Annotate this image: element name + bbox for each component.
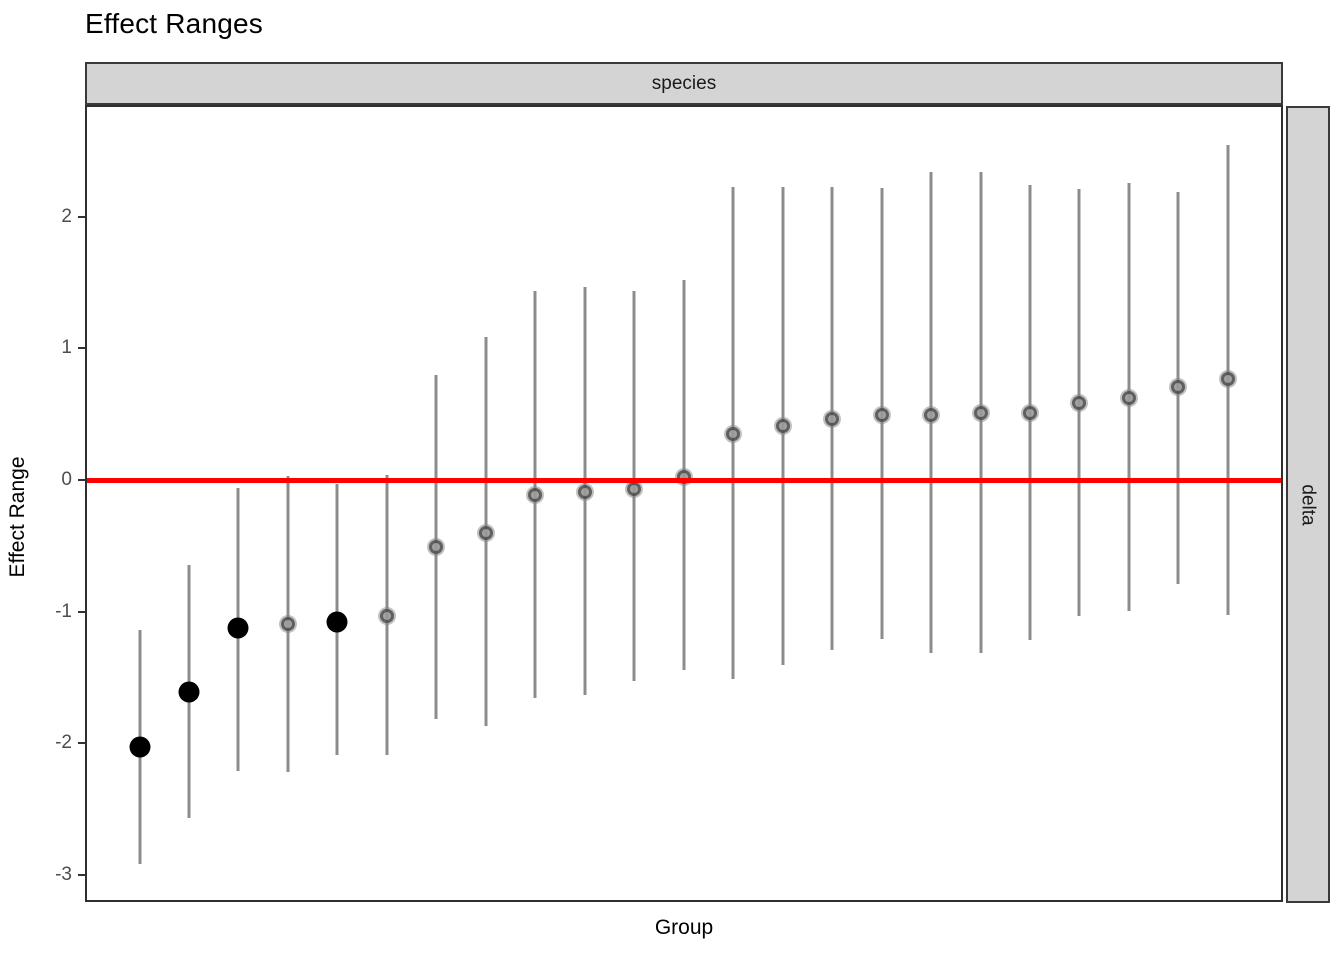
- y-axis-tick-mark: [78, 215, 85, 218]
- y-axis-tick-label: -2: [55, 732, 72, 754]
- y-axis-tick-label: -1: [55, 600, 72, 622]
- effect-point: [1171, 380, 1186, 395]
- y-axis-tick-mark: [78, 347, 85, 350]
- effect-point: [280, 617, 295, 632]
- effect-point: [627, 482, 642, 497]
- effect-point: [379, 609, 394, 624]
- facet-strip-top-label: species: [651, 72, 717, 94]
- plot-title: Effect Ranges: [85, 8, 263, 39]
- facet-strip-right-label: delta: [1298, 483, 1320, 526]
- effect-point-significant: [178, 681, 200, 703]
- effect-point: [478, 525, 493, 540]
- facet-strip-top: species: [85, 62, 1283, 105]
- effect-point: [775, 419, 790, 434]
- effect-point: [1022, 406, 1037, 421]
- effect-point-significant: [227, 617, 249, 639]
- y-axis-tick-mark: [78, 874, 85, 877]
- effect-point-significant: [326, 611, 348, 633]
- plot-panel: [85, 105, 1283, 902]
- x-axis-title: Group: [654, 916, 714, 939]
- effect-point: [726, 427, 741, 442]
- y-axis-tick-label: 2: [61, 205, 72, 227]
- effect-point: [528, 487, 543, 502]
- y-axis-tick-mark: [78, 742, 85, 745]
- effect-point-significant: [129, 736, 151, 758]
- facet-strip-right: delta: [1286, 106, 1330, 903]
- y-axis-tick-mark: [78, 610, 85, 613]
- effect-point: [874, 407, 889, 422]
- effect-point: [1121, 390, 1136, 405]
- effect-point: [825, 411, 840, 426]
- y-axis-tick-mark: [78, 478, 85, 481]
- y-axis-tick-label: 1: [61, 337, 72, 359]
- zero-reference-line: [87, 477, 1281, 483]
- y-axis-tick-label: 0: [61, 468, 72, 490]
- y-axis-tick-label: -3: [55, 864, 72, 886]
- effect-point: [429, 539, 444, 554]
- y-axis-title: Effect Range: [6, 456, 29, 578]
- effect-point: [973, 406, 988, 421]
- effect-point: [577, 484, 592, 499]
- effect-point: [924, 407, 939, 422]
- effect-point: [1220, 372, 1235, 387]
- effect-point: [1072, 395, 1087, 410]
